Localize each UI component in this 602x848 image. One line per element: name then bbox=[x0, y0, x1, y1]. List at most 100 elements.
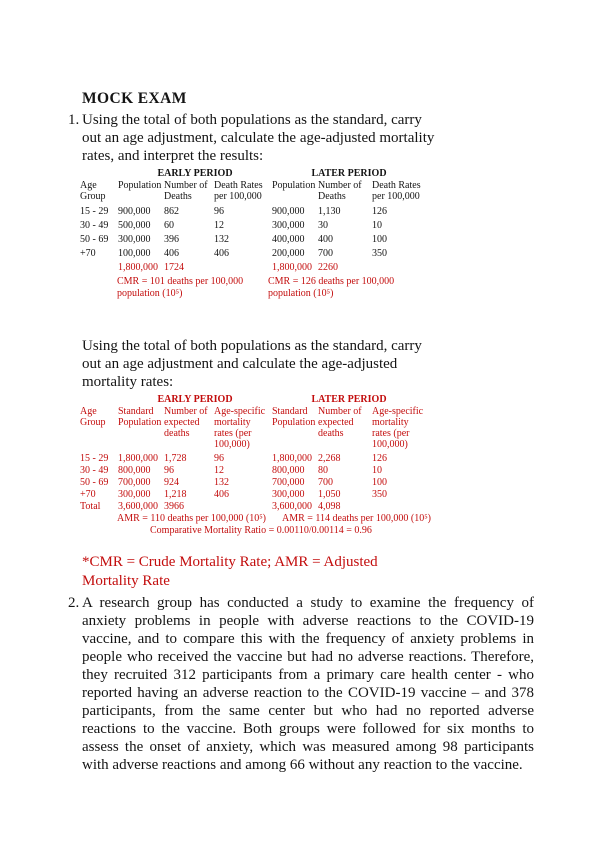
table-cell: 15 - 29 bbox=[80, 453, 109, 464]
question-2-number: 2. bbox=[68, 595, 80, 611]
table-cell: 50 - 69 bbox=[80, 234, 109, 245]
table-cell: 1,050 bbox=[318, 489, 341, 500]
table2-total-cell: 3,600,000 bbox=[118, 501, 158, 512]
question-1-number: 1. bbox=[68, 112, 80, 128]
comparative-mortality-ratio: Comparative Mortality Ratio = 0.00110/0.… bbox=[150, 525, 372, 536]
table2-col-header: Age-specific mortality rates (per 100,00… bbox=[214, 406, 266, 450]
table-cell: 30 - 49 bbox=[80, 220, 109, 231]
table2-col-header: Standard Population bbox=[118, 406, 162, 428]
table2-period-header: EARLY PERIOD LATER PERIOD bbox=[80, 394, 534, 405]
table-cell: 500,000 bbox=[118, 220, 151, 231]
table-cell: 50 - 69 bbox=[80, 477, 109, 488]
table-cell: 30 - 49 bbox=[80, 465, 109, 476]
table-cell: 2,268 bbox=[318, 453, 341, 464]
table-cell: 700,000 bbox=[118, 477, 151, 488]
table-cell: 100,000 bbox=[118, 248, 151, 259]
table2-col-header: Age Group bbox=[80, 406, 106, 428]
table-cell: 126 bbox=[372, 206, 387, 217]
table-cell: 800,000 bbox=[118, 465, 151, 476]
table-cell: 300,000 bbox=[118, 234, 151, 245]
table1-col-header: Population bbox=[272, 180, 316, 191]
table1-total-cell: 2260 bbox=[318, 262, 338, 273]
cmr-later-value: CMR = 126 deaths per 100,000 population … bbox=[268, 276, 395, 299]
table-cell: 60 bbox=[164, 220, 174, 231]
table1-total-cell: 1724 bbox=[164, 262, 184, 273]
table2-total-cell: 4,098 bbox=[318, 501, 341, 512]
question-1-intro: Using the total of both populations as t… bbox=[82, 112, 435, 164]
table1-grid: Age Group Population Number of Deaths De… bbox=[80, 179, 534, 275]
table-cell: 12 bbox=[214, 220, 224, 231]
table-cell: 862 bbox=[164, 206, 179, 217]
table-cell: 12 bbox=[214, 465, 224, 476]
table-cell: 96 bbox=[214, 453, 224, 464]
table-cell: 900,000 bbox=[272, 206, 305, 217]
table1-later-period-label: LATER PERIOD bbox=[311, 168, 387, 179]
table-cell: 400,000 bbox=[272, 234, 305, 245]
table1-total-cell bbox=[80, 261, 118, 275]
table1-col-header: Number of Deaths bbox=[318, 180, 362, 202]
table-cell: 1,800,000 bbox=[272, 453, 312, 464]
table-cell: 96 bbox=[214, 206, 224, 217]
page-title: MOCK EXAM bbox=[82, 90, 187, 107]
table2-later-period-label: LATER PERIOD bbox=[311, 394, 387, 405]
table1-cmr-row: CMR = 101 deaths per 100,000 population … bbox=[80, 275, 534, 313]
table-cell: 396 bbox=[164, 234, 179, 245]
table-cell: 924 bbox=[164, 477, 179, 488]
table-cell: 300,000 bbox=[272, 220, 305, 231]
table-cell: 300,000 bbox=[118, 489, 151, 500]
question-2-text: A research group has conducted a study t… bbox=[82, 595, 534, 773]
table-cell: 126 bbox=[372, 453, 387, 464]
table1-total-cell: 1,800,000 bbox=[272, 262, 312, 273]
cmr-early-value: CMR = 101 deaths per 100,000 population … bbox=[117, 276, 244, 299]
amr-later-value: AMR = 114 deaths per 100,000 (10⁵) bbox=[282, 513, 432, 524]
table-cell: 300,000 bbox=[272, 489, 305, 500]
table-cell: 1,218 bbox=[164, 489, 187, 500]
table-cell: 900,000 bbox=[118, 206, 151, 217]
table-cell: 406 bbox=[214, 248, 229, 259]
table-cell: 10 bbox=[372, 220, 382, 231]
table-cell: 96 bbox=[164, 465, 174, 476]
table1-col-header: Death Rates per 100,000 bbox=[214, 180, 263, 202]
table2-total-cell: Total bbox=[80, 501, 101, 512]
mortality-table-observed: EARLY PERIOD LATER PERIOD Age Group Popu… bbox=[80, 168, 534, 313]
table1-col-header: Number of Deaths bbox=[164, 180, 208, 202]
table-cell: +70 bbox=[80, 489, 96, 500]
table1-total-cell bbox=[372, 261, 426, 275]
mortality-table-adjusted: EARLY PERIOD LATER PERIOD Age Group Stan… bbox=[80, 394, 534, 537]
question-1: 1. Using the total of both populations a… bbox=[68, 111, 536, 594]
table-cell: 200,000 bbox=[272, 248, 305, 259]
table-cell: +70 bbox=[80, 248, 96, 259]
table-cell: 700 bbox=[318, 248, 333, 259]
table-cell: 406 bbox=[214, 489, 229, 500]
table1-col-header: Age Group bbox=[80, 180, 106, 202]
table-cell: 15 - 29 bbox=[80, 206, 109, 217]
table-cell: 406 bbox=[164, 248, 179, 259]
table1-total-cell bbox=[214, 261, 272, 275]
table-cell: 100 bbox=[372, 477, 387, 488]
table-cell: 800,000 bbox=[272, 465, 305, 476]
table2-col-header: Standard Population bbox=[272, 406, 316, 428]
table1-col-header: Death Rates per 100,000 bbox=[372, 180, 421, 202]
cmr-amr-footnote: *CMR = Crude Mortality Rate; AMR = Adjus… bbox=[82, 554, 378, 589]
table2-col-header: Age-specific mortality rates (per 100,00… bbox=[372, 406, 424, 450]
table2-amr-row: AMR = 110 deaths per 100,000 (10⁵) AMR =… bbox=[80, 513, 534, 525]
table-cell: 10 bbox=[372, 465, 382, 476]
table2-total-cell bbox=[214, 501, 272, 513]
table2-col-header: Number of expected deaths bbox=[164, 406, 208, 439]
table-cell: 400 bbox=[318, 234, 333, 245]
table2-total-cell: 3,600,000 bbox=[272, 501, 312, 512]
table2-col-header: Number of expected deaths bbox=[318, 406, 362, 439]
table2-total-cell bbox=[372, 501, 426, 513]
table-cell: 80 bbox=[318, 465, 328, 476]
table-cell: 132 bbox=[214, 234, 229, 245]
table-cell: 30 bbox=[318, 220, 328, 231]
table-cell: 1,728 bbox=[164, 453, 187, 464]
table-cell: 350 bbox=[372, 248, 387, 259]
table-cell: 132 bbox=[214, 477, 229, 488]
amr-early-value: AMR = 110 deaths per 100,000 (10⁵) bbox=[117, 513, 267, 524]
table1-early-period-label: EARLY PERIOD bbox=[157, 168, 233, 179]
table1-total-cell: 1,800,000 bbox=[118, 262, 158, 273]
table1-col-header: Population bbox=[118, 180, 162, 191]
table1-period-header: EARLY PERIOD LATER PERIOD bbox=[80, 168, 534, 179]
